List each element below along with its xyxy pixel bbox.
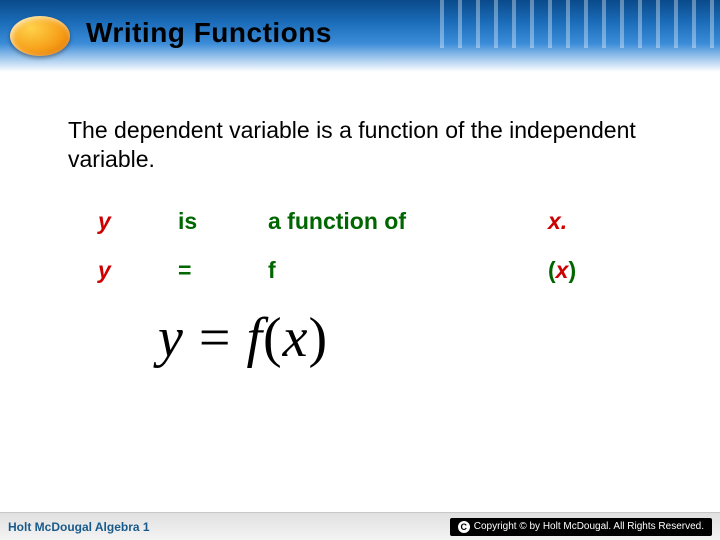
equals-sign: = (178, 257, 268, 284)
var-y: y (98, 257, 178, 284)
eq-x: x (283, 307, 309, 369)
header-stripes-decoration (440, 0, 720, 48)
slide-header: Writing Functions (0, 0, 720, 72)
logo-oval-icon (8, 12, 72, 60)
eq-lparen: ( (263, 307, 283, 369)
footer-copyright: C Copyright © by Holt McDougal. All Righ… (450, 518, 712, 536)
slide-footer: Holt McDougal Algebra 1 C Copyright © by… (0, 512, 720, 540)
var-x-paren: (x) (548, 257, 648, 284)
word-is: is (178, 208, 268, 235)
copyright-text: Copyright © by Holt McDougal. All Rights… (474, 521, 704, 532)
table-row: y is a function of x. (98, 208, 658, 235)
slide-title: Writing Functions (86, 17, 332, 49)
equation-y-equals-fx: y = f(x) (158, 306, 682, 370)
copyright-badge-icon: C (458, 521, 470, 533)
eq-rparen: ) (309, 307, 329, 369)
var-x: x. (548, 208, 648, 235)
intro-text: The dependent variable is a function of … (68, 116, 682, 174)
eq-f: f (246, 307, 263, 369)
letter-f: f (268, 257, 548, 284)
function-table: y is a function of x. y = f (x) (98, 208, 658, 284)
slide-content: The dependent variable is a function of … (0, 72, 720, 370)
eq-y: y (158, 307, 184, 369)
var-y: y (98, 208, 178, 235)
eq-equals: = (184, 307, 247, 369)
table-row: y = f (x) (98, 257, 658, 284)
footer-textbook-name: Holt McDougal Algebra 1 (8, 520, 150, 534)
phrase-function-of: a function of (268, 208, 548, 235)
